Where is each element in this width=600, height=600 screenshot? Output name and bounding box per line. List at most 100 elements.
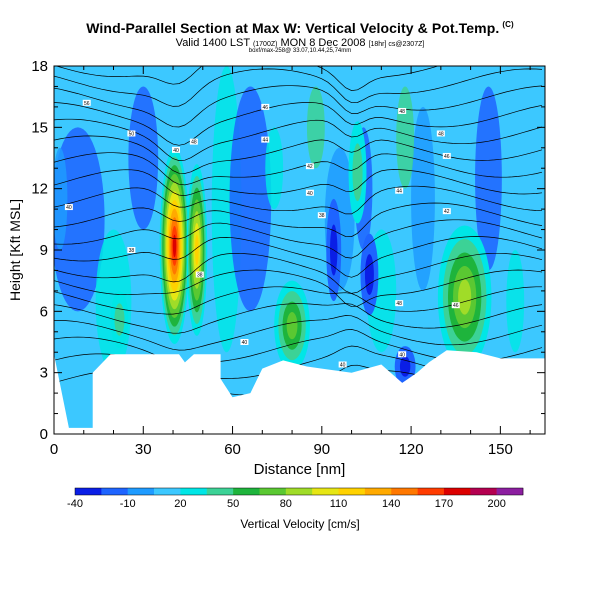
- x-tick-label: 150: [488, 441, 513, 458]
- y-tick-label: 9: [40, 242, 48, 259]
- contour-label: 46: [453, 303, 459, 309]
- colorbar-swatch: [496, 488, 524, 495]
- contour-label-box: [127, 247, 136, 253]
- colorbar-tick-label: 80: [280, 498, 292, 510]
- contour-label-box: [436, 130, 445, 137]
- colorbar-tick-label: 110: [330, 498, 348, 510]
- contour-label-box: [305, 189, 314, 196]
- contour-label-box: [195, 271, 204, 278]
- valid-date: MON 8 Dec 2008: [280, 37, 366, 49]
- contour-label: 42: [307, 164, 313, 170]
- theta-contour: [54, 202, 543, 237]
- x-tick-label: 90: [313, 441, 330, 458]
- contour-label-box: [189, 138, 198, 145]
- colorbar-swatch: [206, 488, 234, 495]
- theta-contour: [54, 85, 543, 128]
- colorbar-tick-label: 170: [435, 498, 453, 510]
- x-tick-label: 120: [399, 441, 424, 458]
- chart-title-suffix: (C): [502, 20, 514, 30]
- x-tick-label: 0: [50, 441, 58, 458]
- contour-label-box: [451, 302, 460, 309]
- contour-label: 48: [438, 131, 444, 137]
- contour-label: 40: [340, 362, 346, 368]
- x-axis-label: Distance [nm]: [254, 461, 346, 478]
- y-axis-label: Height [Kft MSL]: [7, 199, 23, 301]
- colorbar-swatch: [285, 488, 313, 495]
- updraft-core: [286, 312, 298, 340]
- file-info: boxf/max-258@ 33.07,10.44,25,74mm: [248, 48, 352, 54]
- contour-label: 46: [262, 105, 268, 111]
- y-tick-label: 18: [31, 58, 48, 75]
- colorbar-frame: [74, 487, 524, 496]
- theta-contour: [54, 252, 543, 294]
- contour-label-box: [172, 146, 181, 153]
- field-band: [475, 86, 502, 271]
- colorbar-tick-label: 20: [174, 498, 186, 510]
- contour-label-box: [305, 163, 314, 170]
- theta-contour: [54, 185, 543, 215]
- theta-contour: [54, 152, 543, 186]
- contour-label: 38: [129, 248, 135, 254]
- contour-label-box: [240, 339, 249, 345]
- contour-label-box: [317, 212, 326, 219]
- contour-label-box: [395, 300, 404, 307]
- contour-label-box: [442, 152, 451, 159]
- contour-label: 44: [396, 189, 402, 195]
- field-band: [54, 127, 105, 312]
- field-band: [265, 127, 284, 210]
- contour-label-box: [398, 107, 407, 114]
- contour-label-box: [261, 136, 270, 143]
- colorbar-swatch: [364, 488, 392, 495]
- contour-label: 48: [396, 301, 402, 307]
- colorbar-tick-label: 200: [487, 498, 505, 510]
- y-tick-label: 6: [40, 303, 48, 320]
- contour-label: 40: [242, 340, 248, 346]
- contour-label-box: [82, 99, 91, 106]
- x-tick-label: 30: [135, 441, 152, 458]
- contour-label: 40: [399, 352, 405, 358]
- contour-label: 56: [84, 101, 90, 107]
- updraft-core: [194, 234, 199, 266]
- field-band: [306, 86, 325, 169]
- terrain: [54, 350, 545, 434]
- colorbar-label: Vertical Velocity [cm/s]: [240, 517, 360, 531]
- field-band: [229, 86, 272, 312]
- theta-contour: [55, 66, 440, 91]
- contour-label: 46: [444, 154, 450, 160]
- y-tick-label: 0: [40, 426, 48, 443]
- contour-label-box: [398, 351, 407, 358]
- colorbar-swatch: [259, 488, 287, 495]
- contour-label: 40: [66, 205, 72, 211]
- contour-label: 42: [444, 209, 450, 215]
- colorbar-swatch: [443, 488, 471, 495]
- colorbar-swatch: [338, 488, 366, 495]
- contour-label: 38: [197, 273, 203, 279]
- valid-time: Valid 1400 LST: [175, 37, 250, 49]
- colorbar-swatch: [180, 488, 208, 495]
- valid-time-utc: (1700Z): [252, 41, 278, 48]
- contour-label: 40: [173, 148, 179, 154]
- contour-label-box: [261, 103, 270, 110]
- theta-contour: [54, 102, 543, 146]
- chart-subtitle: Valid 1400 LST (1700Z) MON 8 Dec 2008 [1…: [0, 37, 600, 49]
- theta-contour: [54, 219, 543, 259]
- colorbar-tick-label: 50: [227, 498, 239, 510]
- valid-tag: [18hr] cs@2307Z]: [368, 41, 425, 48]
- chart-title-main: Wind-Parallel Section at Max W: Vertical…: [86, 20, 500, 36]
- colorbar-tick-label: 140: [382, 498, 400, 510]
- chart-title: Wind-Parallel Section at Max W: Vertical…: [0, 20, 600, 36]
- theta-contour: [54, 135, 543, 174]
- contour-label: 50: [129, 131, 135, 137]
- y-tick-label: 15: [31, 119, 48, 136]
- colorbar-swatch: [417, 488, 445, 495]
- contour-label-box: [338, 361, 347, 368]
- colorbar-swatch: [312, 488, 339, 495]
- field-band: [411, 106, 435, 291]
- contour-label-box: [64, 204, 73, 211]
- updraft-core: [352, 143, 363, 202]
- theta-contour: [54, 315, 543, 351]
- theta-contour: [54, 236, 543, 278]
- colorbar-tick-label: -10: [120, 498, 136, 510]
- theta-contour: [54, 286, 542, 315]
